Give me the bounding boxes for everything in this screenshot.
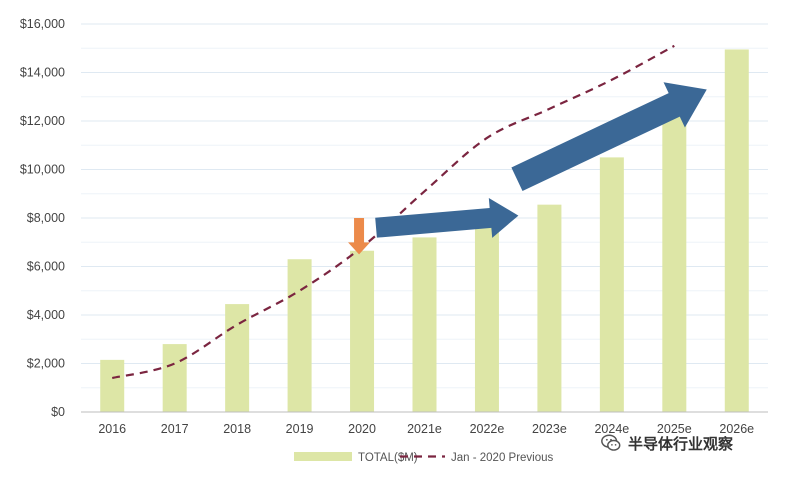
legend-label-bars: TOTAL($M) [358,452,418,464]
bar [537,204,562,412]
y-tick-label: $14,000 [20,66,65,80]
y-axis-tick-labels: $0 $2,000 $4,000 $6,000 $8,000 $10,000 $12,000… [20,17,65,419]
blue-up-right-arrow [511,82,707,191]
y-tick-label: $10,000 [20,163,65,177]
y-tick-label: $6,000 [27,260,65,274]
x-tick-label: 2019 [286,422,314,436]
bar [474,225,499,412]
bar [287,259,312,412]
x-tick-label: 2024e [594,422,629,436]
bar [412,237,437,412]
y-tick-label: $4,000 [27,308,65,322]
y-tick-label: $8,000 [27,211,65,225]
x-tick-label: 2021e [407,422,442,436]
annotations [348,82,707,255]
y-tick-label: $2,000 [27,357,65,371]
previous-forecast-line [111,44,675,380]
watermark-text: 半导体行业观察 [628,434,734,453]
y-tick-label: $0 [51,405,65,419]
bar [662,105,687,413]
legend: TOTAL($M) Jan - 2020 Previous [294,452,554,464]
y-tick-label: $16,000 [20,17,65,31]
bar [100,359,125,412]
x-tick-label: 2025e [657,422,692,436]
x-tick-label: 2018 [223,422,251,436]
x-tick-label: 2023e [532,422,567,436]
x-axis-tick-labels: 2016 2017 2018 2019 2020 2021e 2022e 2023e 2024e… [98,422,754,436]
x-tick-label: 2017 [161,422,189,436]
x-tick-label: 2016 [98,422,126,436]
x-tick-label: 2020 [348,422,376,436]
wechat-icon [601,434,621,451]
orange-down-arrow [348,218,371,255]
bar-series [100,49,749,413]
bar [162,344,187,412]
bar [724,49,749,413]
x-tick-label: 2026e [719,422,754,436]
watermark: 半导体行业观察 [600,431,733,455]
blue-right-arrow [375,198,519,238]
y-tick-label: $12,000 [20,114,65,128]
bar [350,250,375,412]
legend-swatch-bars [294,452,352,461]
x-tick-label: 2022e [470,422,505,436]
legend-label-line: Jan - 2020 Previous [451,452,554,464]
bar [225,304,250,412]
bar [599,157,624,412]
